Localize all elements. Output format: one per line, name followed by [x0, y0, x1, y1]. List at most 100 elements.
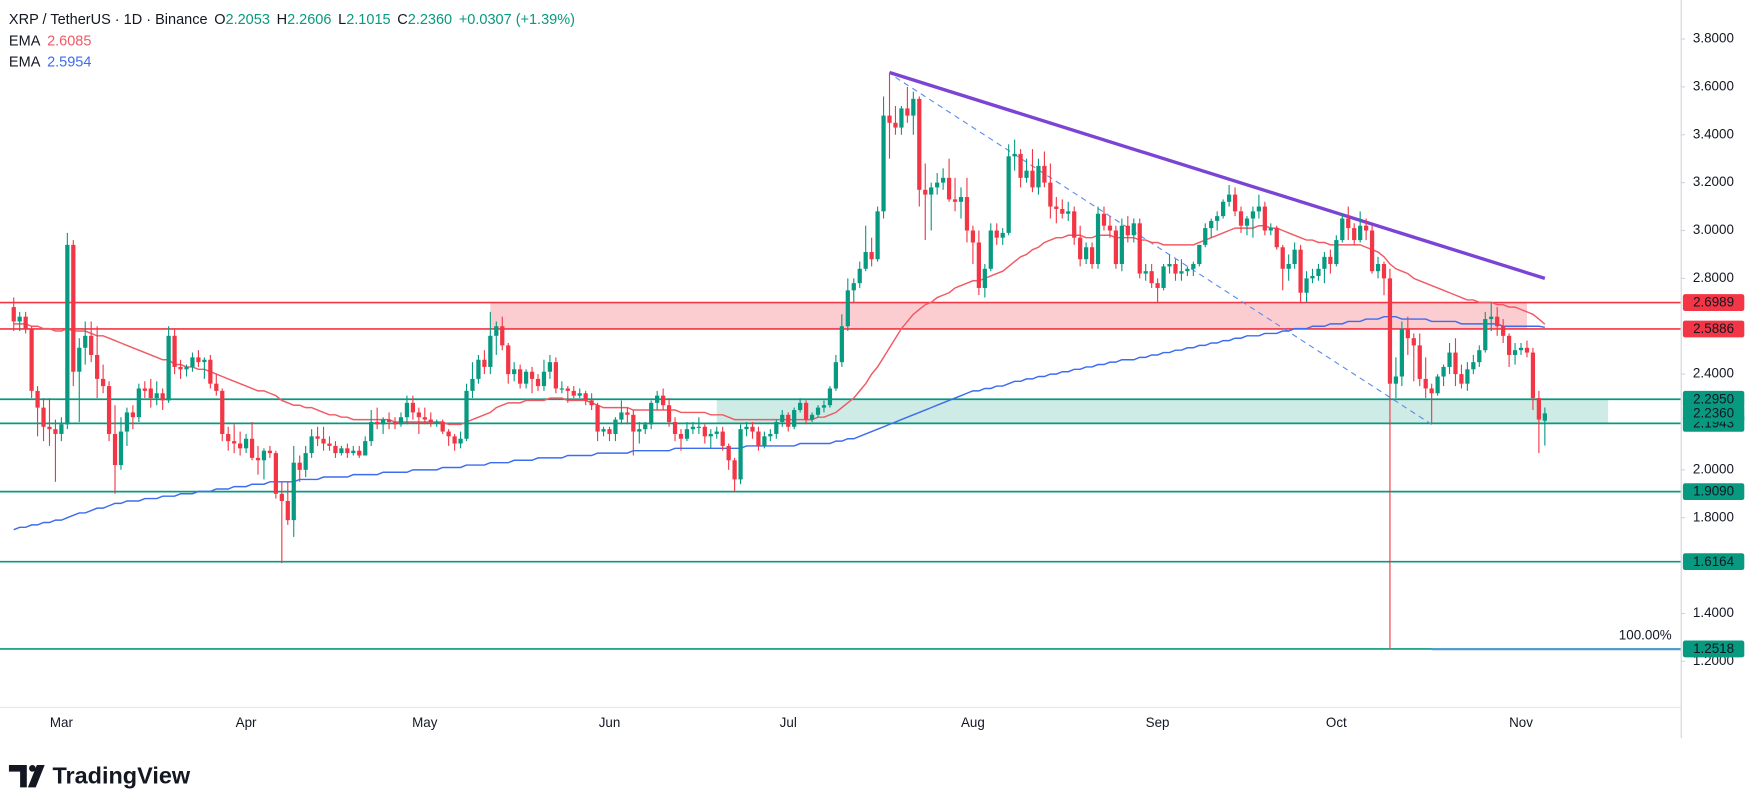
candle-body: [1322, 256, 1327, 269]
candle-body: [655, 395, 660, 403]
candle-body: [17, 316, 22, 322]
candle-body: [172, 335, 177, 367]
candle-body: [386, 419, 392, 422]
candle-body: [1334, 240, 1339, 265]
plot-area: 100.00%: [0, 70, 1681, 651]
candle-body: [500, 326, 505, 346]
candle-body: [637, 429, 642, 432]
candle-body: [1131, 223, 1136, 236]
fib-label: 100.00%: [1619, 627, 1672, 642]
candle-body: [780, 414, 785, 422]
candle-body: [1310, 275, 1315, 279]
candle-body: [11, 307, 16, 322]
candle-body: [678, 433, 684, 439]
candle-body: [404, 402, 410, 418]
candle-body: [512, 369, 517, 375]
candle-body: [1173, 264, 1178, 274]
candle-body: [1232, 194, 1238, 212]
candle-body: [416, 412, 421, 418]
candle-body: [249, 438, 255, 458]
candle-body: [1095, 213, 1101, 265]
candle-body: [202, 359, 207, 363]
ohlc-value: 2.2606: [287, 12, 331, 28]
candle-body: [375, 421, 380, 425]
candle-body: [762, 436, 767, 446]
candle-body: [1405, 328, 1410, 339]
candle-body: [1477, 350, 1482, 363]
candle-body: [1161, 266, 1166, 288]
ema-line: [13, 224, 1546, 426]
candle-body: [1512, 350, 1518, 355]
candle-body: [1542, 413, 1547, 421]
candle-body: [714, 431, 719, 434]
candle-body: [833, 362, 839, 389]
price-label-bg: [1682, 390, 1745, 408]
candle-body: [1447, 352, 1452, 367]
candle-body: [1536, 398, 1542, 420]
brand: TradingView: [52, 762, 190, 788]
candle-body: [744, 426, 749, 430]
candle-body: [1459, 374, 1464, 384]
candle-body: [357, 450, 362, 456]
candle-body: [506, 345, 511, 375]
candle-body: [35, 390, 40, 408]
candle-body: [988, 230, 993, 269]
candle-body: [541, 371, 547, 387]
price-label: 1.6164: [1693, 554, 1735, 569]
candle-body: [821, 405, 827, 408]
y-tick-label: 2.8000: [1693, 270, 1734, 285]
ema-line: [13, 315, 1545, 531]
candle-body: [1256, 206, 1262, 212]
ohlc-key: O: [214, 12, 225, 28]
candle-body: [1506, 335, 1512, 355]
candle-body: [106, 386, 112, 434]
candle-body: [464, 390, 469, 439]
candle-body: [1125, 225, 1130, 236]
candle-body: [41, 407, 46, 427]
candle-body: [1429, 388, 1434, 394]
symbol: XRP / TetherUS · 1D · Binance: [9, 12, 208, 28]
candle-body: [124, 412, 130, 432]
price-label-bg: [1682, 294, 1745, 311]
price-label-bg: [1682, 404, 1745, 422]
price-label: 2.2950: [1693, 391, 1734, 406]
ohlc-key: C: [397, 12, 407, 28]
candle-body: [369, 421, 374, 442]
candle-body: [1191, 264, 1196, 269]
candle-body: [1030, 170, 1035, 188]
candle-body: [1221, 201, 1226, 217]
candle-body: [53, 429, 58, 434]
candle-body: [720, 431, 725, 446]
candle-body: [851, 283, 856, 291]
legend-entry: EMA 2.6085: [9, 33, 92, 49]
candle-body: [535, 378, 541, 387]
candle-body: [1280, 247, 1285, 269]
candle-body: [899, 108, 904, 128]
candle-body: [1393, 376, 1399, 384]
candle-body: [1518, 347, 1524, 351]
candle-body: [77, 347, 82, 372]
candle-body: [547, 362, 553, 372]
candle-body: [226, 433, 231, 442]
candle-body: [488, 335, 493, 367]
y-tick-label: 1.8000: [1693, 509, 1734, 524]
candle-body: [1209, 220, 1214, 229]
candle-body: [607, 429, 612, 434]
candle-body: [214, 383, 219, 391]
logo-shape: [8, 764, 27, 788]
candle-body: [255, 457, 261, 461]
candle-body: [798, 402, 803, 411]
candle-body: [589, 400, 594, 406]
candle-body: [1369, 230, 1375, 272]
candle-body: [1113, 230, 1119, 265]
candle-body: [1042, 165, 1047, 183]
candle-body: [1465, 369, 1470, 384]
candle-body: [232, 441, 237, 444]
candle-body: [881, 115, 886, 212]
candle-body: [363, 441, 368, 456]
candle-body: [154, 393, 159, 399]
candle-body: [702, 426, 707, 437]
price-label: 2.2360: [1693, 405, 1734, 420]
logo-shape: [27, 764, 45, 788]
